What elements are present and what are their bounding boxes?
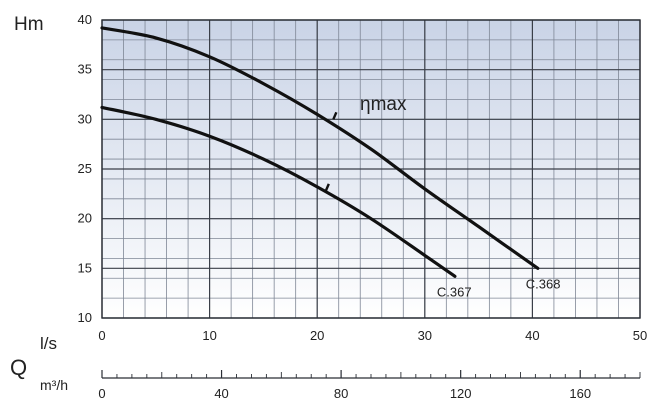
efficiency-label: ηmax: [360, 94, 407, 115]
eta-max-marker: [324, 183, 330, 192]
eta-max-marker: [332, 111, 338, 120]
x-tick-label: 20: [310, 328, 324, 343]
y-tick-label: 15: [78, 260, 92, 275]
secondary-x-tick-label: 160: [569, 386, 591, 401]
x-axis-unit-primary: l/s: [40, 334, 57, 353]
y-tick-label: 40: [78, 12, 92, 27]
x-tick-label: 0: [98, 328, 105, 343]
y-tick-label: 20: [78, 211, 92, 226]
series-line-c367: [100, 105, 457, 278]
secondary-x-tick-label: 80: [334, 386, 348, 401]
y-axis-ticks: 10 15 20 25 30 35 40: [78, 12, 92, 325]
x-axis-unit-secondary: m³/h: [40, 377, 68, 393]
x-tick-label: 50: [633, 328, 647, 343]
y-axis-label: Hm: [14, 14, 44, 35]
y-tick-label: 35: [78, 62, 92, 77]
series-label: C.367: [437, 284, 472, 299]
x-tick-label: 40: [525, 328, 539, 343]
series-line-c368: [100, 26, 540, 270]
plot-frame: [101, 19, 641, 319]
secondary-x-axis: 0 40 80 120 160: [98, 370, 641, 401]
y-tick-label: 10: [78, 310, 92, 325]
secondary-x-tick-label: 120: [450, 386, 472, 401]
x-axis-quantity-symbol: Q: [10, 355, 27, 380]
series-layer: C.368 C.367: [100, 26, 561, 299]
x-tick-label: 30: [418, 328, 432, 343]
y-tick-label: 25: [78, 161, 92, 176]
secondary-x-tick-label: 40: [214, 386, 228, 401]
series-label: C.368: [526, 276, 561, 291]
x-axis-ticks: 0 10 20 30 40 50: [98, 328, 647, 343]
y-tick-label: 30: [78, 111, 92, 126]
secondary-x-tick-label: 0: [98, 386, 105, 401]
x-tick-label: 10: [202, 328, 216, 343]
